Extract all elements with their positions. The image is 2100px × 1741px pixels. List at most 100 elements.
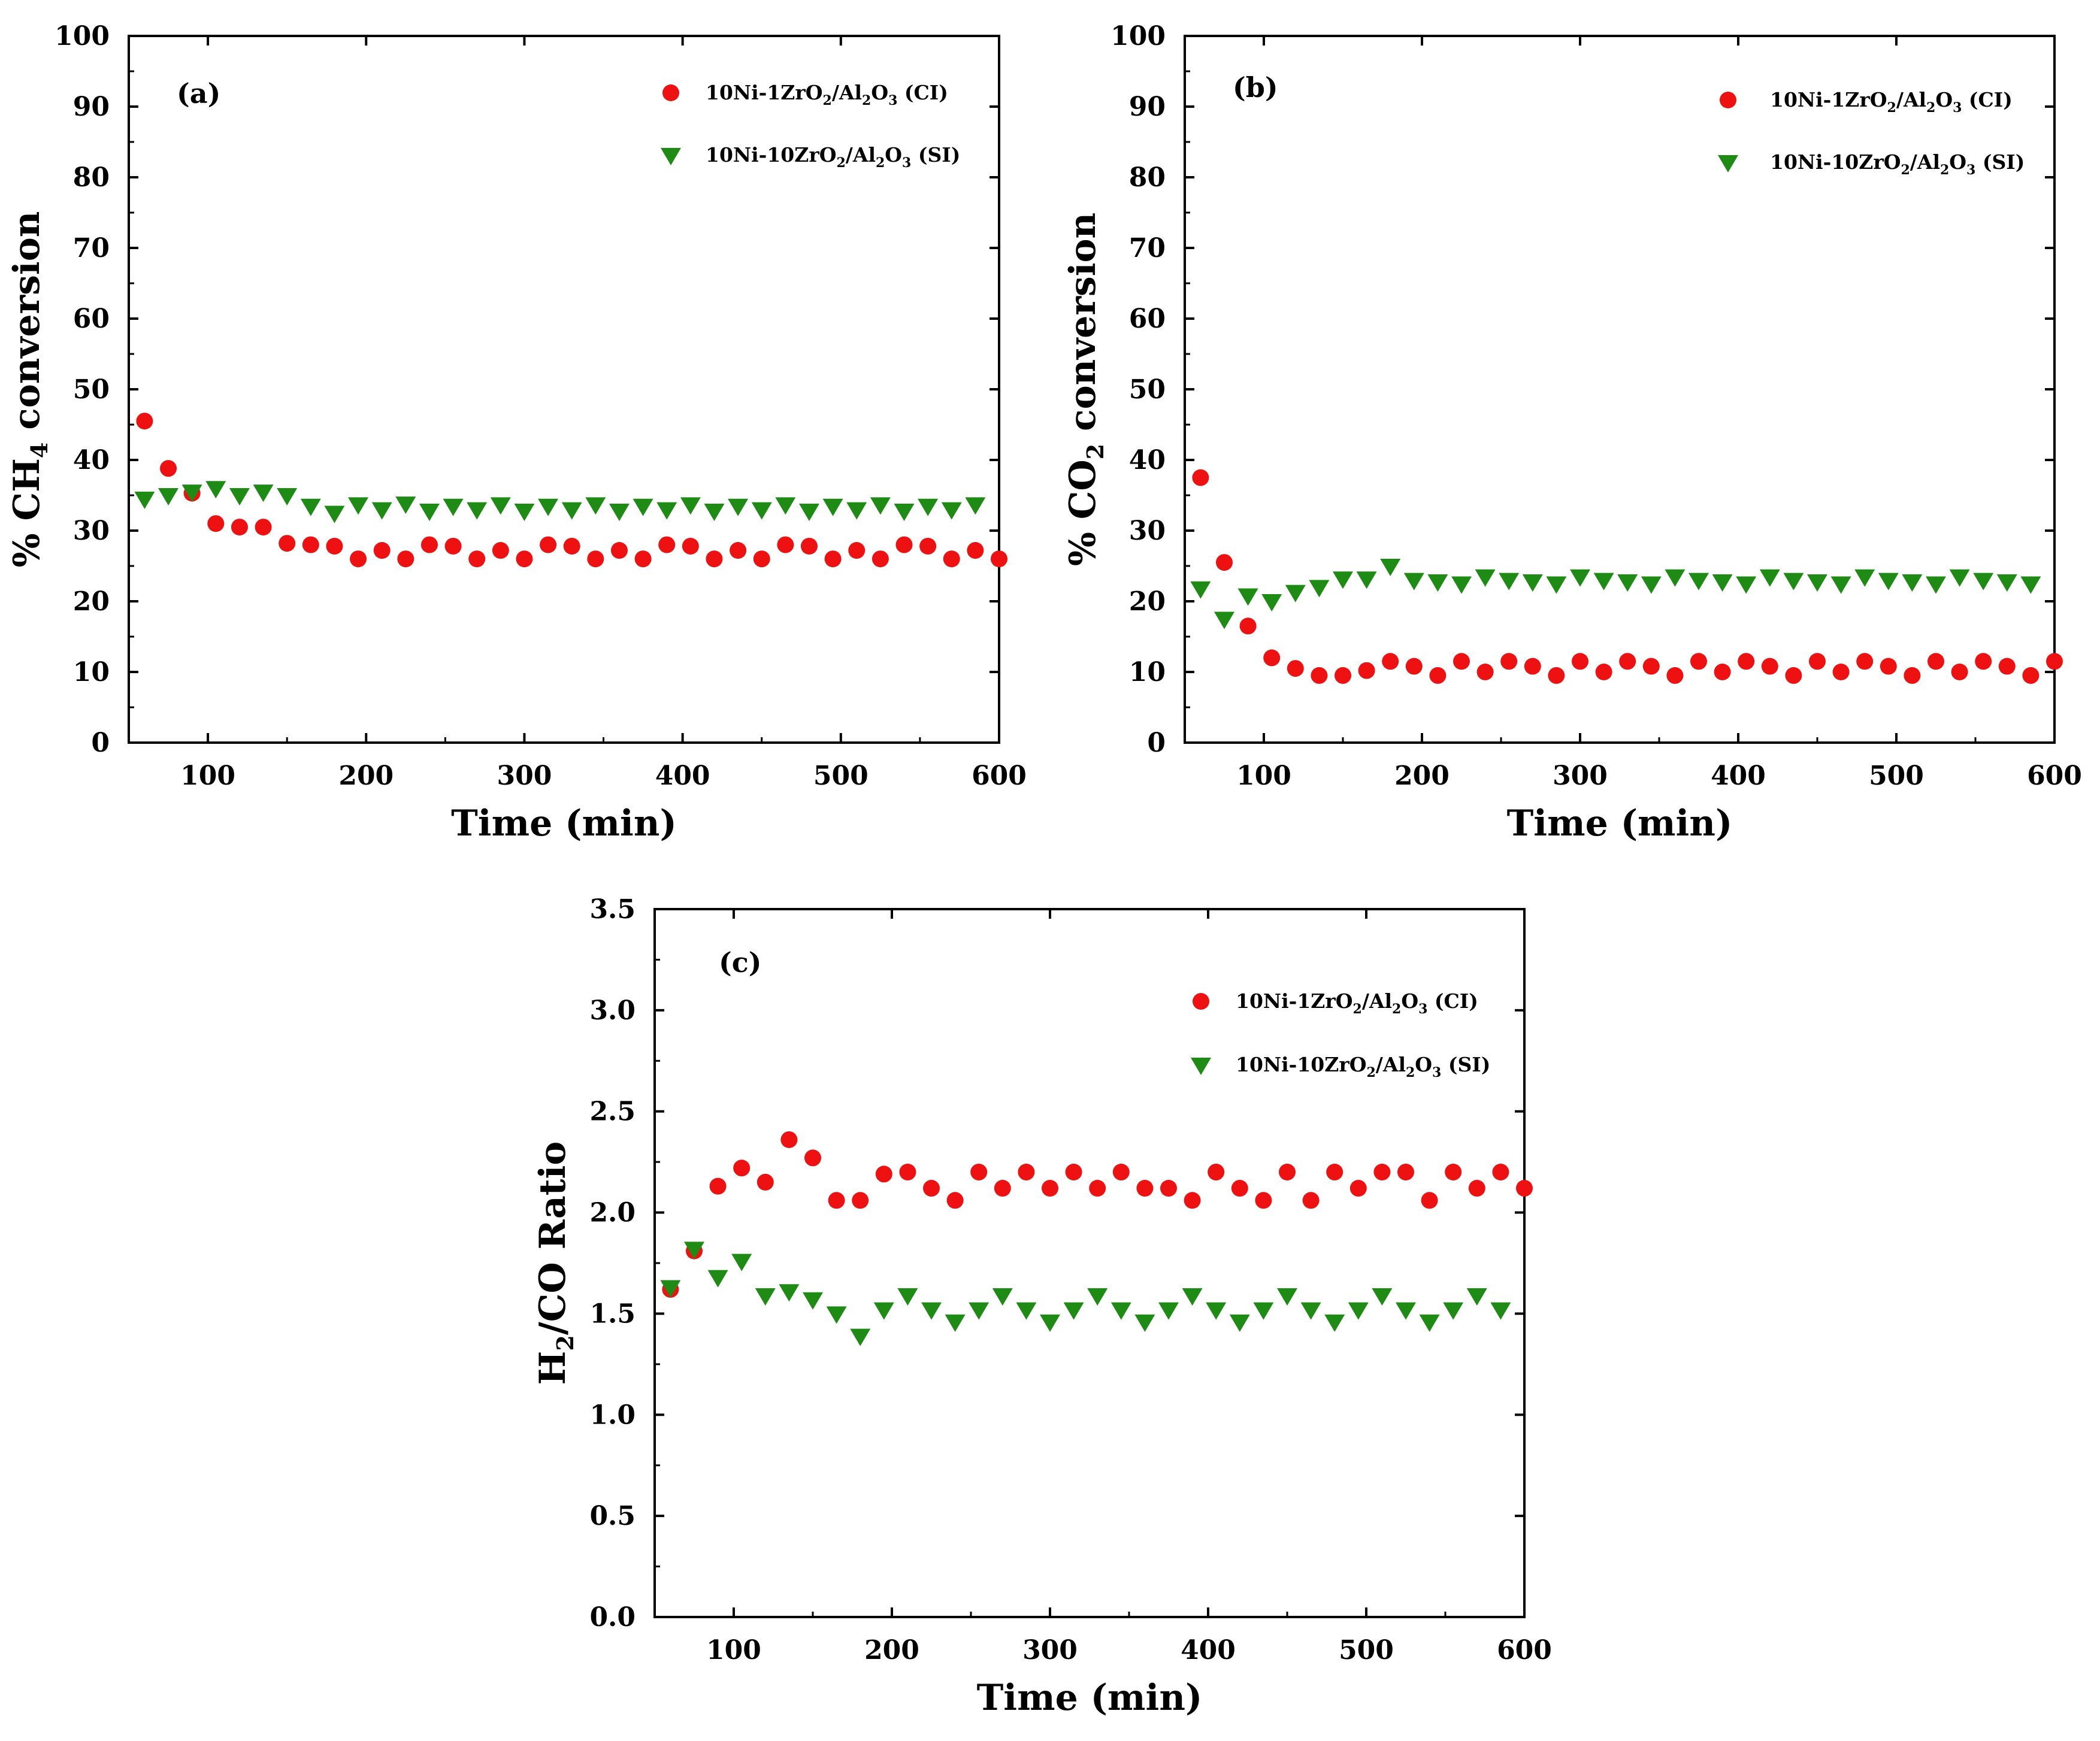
data-point: [1231, 1180, 1248, 1197]
data-point: [490, 497, 511, 515]
data-point: [1158, 1302, 1179, 1320]
y-axis-title-group: % CH4 conversion: [6, 211, 53, 568]
y-tick-label: 70: [73, 233, 110, 264]
data-point: [1998, 658, 2016, 675]
data-point: [2020, 576, 2041, 594]
legend-marker: [1191, 1058, 1211, 1075]
data-point: [1783, 573, 1804, 591]
data-point: [1016, 1302, 1037, 1320]
y-axis-title: H2/CO Ratio: [532, 1142, 579, 1385]
data-point: [1689, 573, 1709, 591]
data-point: [514, 503, 535, 521]
y-axis-title: % CO2 conversion: [1062, 213, 1109, 566]
series-ci: [136, 413, 1007, 568]
panel-label: (a): [177, 77, 220, 110]
chart-panel-b: 100 200 300 400 500 600 0 10 20 30 40 50 60 70 80 90 100…: [1062, 21, 2082, 844]
data-point: [1499, 573, 1520, 591]
y-axis-title-group: H2/CO Ratio: [532, 1142, 579, 1385]
data-point: [1443, 1302, 1464, 1320]
data-point: [1570, 569, 1590, 587]
data-point: [1087, 1288, 1108, 1306]
y-tick-label: 30: [1129, 516, 1166, 546]
data-point: [1380, 559, 1401, 576]
data-point: [1160, 1180, 1177, 1197]
data-point: [1302, 1192, 1320, 1209]
data-point: [468, 550, 486, 568]
data-point: [1832, 664, 1850, 680]
legend-label: 10Ni-10ZrO2/Al2O3 (SI): [706, 143, 960, 171]
legend-label: 10Ni-10ZrO2/Al2O3 (SI): [1770, 150, 2025, 178]
data-point: [1490, 1302, 1511, 1320]
data-point: [733, 1159, 751, 1177]
data-point: [1475, 569, 1496, 587]
data-point: [1476, 664, 1494, 680]
y-tick-label: 0.5: [589, 1501, 636, 1531]
y-tick-label: 90: [73, 92, 110, 122]
data-point: [658, 536, 676, 553]
x-tick-label: 400: [655, 761, 710, 791]
data-point: [300, 498, 321, 516]
data-point: [1208, 1164, 1225, 1181]
data-point: [775, 497, 796, 515]
data-point: [1112, 1164, 1130, 1181]
data-point: [207, 515, 225, 532]
x-tick-label: 600: [1497, 1635, 1552, 1666]
data-point: [757, 1173, 774, 1191]
data-point: [561, 502, 582, 520]
data-point: [587, 550, 604, 568]
data-point: [1348, 1302, 1369, 1320]
data-point: [371, 502, 392, 520]
data-point: [397, 550, 414, 568]
data-point: [633, 498, 653, 516]
y-tick-label: 90: [1129, 92, 1166, 122]
legend-marker: [1718, 155, 1738, 172]
data-point: [1690, 653, 1707, 670]
data-point: [704, 503, 725, 521]
data-point: [229, 488, 250, 505]
data-point: [970, 1164, 988, 1181]
data-point: [1500, 653, 1518, 670]
data-point: [1287, 660, 1304, 677]
data-point: [1445, 1164, 1462, 1181]
data-point: [1182, 1288, 1203, 1306]
legend-label: 10Ni-10ZrO2/Al2O3 (SI): [1236, 1053, 1490, 1080]
data-point: [731, 1253, 752, 1271]
data-point: [419, 503, 440, 521]
y-axis-title: % CH4 conversion: [6, 211, 53, 568]
data-point: [1405, 658, 1423, 675]
data-point: [1712, 574, 1733, 592]
data-point: [610, 542, 628, 559]
data-point: [1856, 653, 1874, 670]
data-point: [921, 1302, 942, 1320]
data-point: [1830, 576, 1851, 594]
data-point: [875, 1165, 892, 1183]
data-point: [1110, 1302, 1131, 1320]
data-point: [918, 498, 939, 516]
x-tick-label: 100: [180, 761, 235, 791]
series-ci: [1192, 469, 2063, 684]
data-point: [850, 1328, 871, 1346]
data-point: [1042, 1180, 1058, 1197]
data-point: [1300, 1302, 1321, 1320]
data-point: [134, 491, 155, 509]
data-point: [1451, 576, 1472, 594]
y-tick-label: 100: [55, 21, 110, 52]
data-point: [205, 481, 226, 499]
series-si: [1190, 559, 2041, 629]
x-axis-title: Time (min): [977, 1677, 1203, 1719]
data-point: [1546, 576, 1567, 594]
legend-marker: [1720, 92, 1736, 108]
data-point: [136, 413, 153, 430]
data-point: [1427, 574, 1448, 592]
data-point: [730, 542, 747, 559]
x-tick-label: 300: [497, 761, 552, 791]
data-point: [1951, 664, 1968, 680]
data-point: [1466, 1288, 1487, 1306]
data-point: [1349, 1180, 1367, 1197]
data-point: [991, 550, 1007, 568]
data-point: [1190, 581, 1211, 599]
data-point: [1279, 1164, 1296, 1181]
data-point: [1397, 1164, 1414, 1181]
data-point: [828, 1192, 845, 1209]
data-point: [1382, 653, 1399, 670]
